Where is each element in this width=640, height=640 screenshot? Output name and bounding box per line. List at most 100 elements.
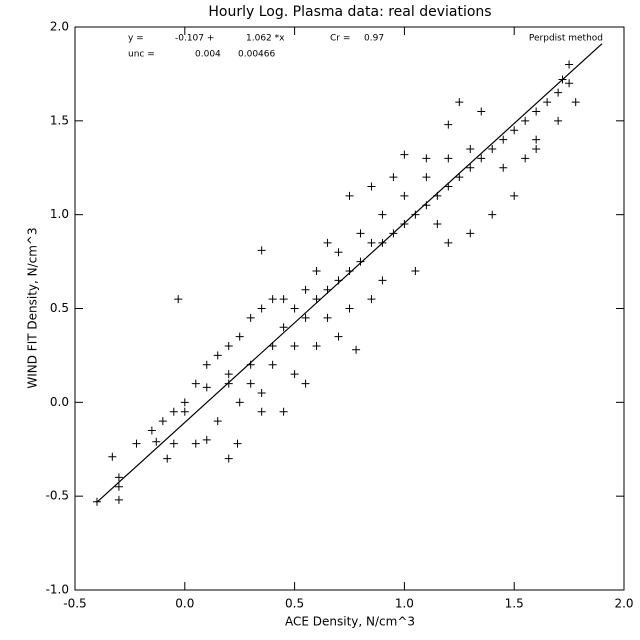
point	[499, 163, 508, 172]
point	[400, 150, 409, 159]
point	[180, 407, 189, 416]
point	[554, 88, 563, 97]
y-axis-label: WIND FIT Density, N/cm^3	[26, 227, 40, 388]
point	[224, 379, 233, 388]
point	[571, 98, 580, 107]
point	[180, 398, 189, 407]
point	[224, 370, 233, 379]
point	[466, 163, 475, 172]
annotation: Cr =	[330, 34, 350, 44]
point	[257, 407, 266, 416]
point	[290, 342, 299, 351]
point	[268, 360, 277, 369]
point	[400, 191, 409, 200]
point	[378, 276, 387, 285]
point	[532, 135, 541, 144]
point	[510, 126, 519, 135]
point	[532, 144, 541, 153]
point	[422, 154, 431, 163]
point	[444, 154, 453, 163]
annotation: 0.00466	[238, 50, 275, 60]
point	[378, 210, 387, 219]
point	[257, 246, 266, 255]
point	[499, 135, 508, 144]
point	[152, 437, 161, 446]
point	[466, 229, 475, 238]
x-tick-label: 1.5	[505, 597, 524, 611]
point	[202, 383, 211, 392]
point	[323, 238, 332, 247]
y-tick-label: -1.0	[46, 583, 69, 597]
x-tick-label: 2.0	[614, 597, 633, 611]
point	[191, 439, 200, 448]
y-tick-label: 2.0	[50, 20, 69, 34]
point	[352, 345, 361, 354]
point	[477, 154, 486, 163]
point	[158, 417, 167, 426]
point	[257, 304, 266, 313]
y-tick-label: 0.0	[50, 395, 69, 409]
point	[213, 351, 222, 360]
point	[132, 439, 141, 448]
point	[174, 295, 183, 304]
point	[400, 220, 409, 229]
point	[488, 210, 497, 219]
point	[521, 154, 530, 163]
point	[477, 107, 486, 116]
point	[301, 379, 310, 388]
point	[224, 454, 233, 463]
point	[279, 407, 288, 416]
point	[312, 295, 321, 304]
point	[301, 285, 310, 294]
point	[268, 295, 277, 304]
point	[389, 173, 398, 182]
point	[565, 60, 574, 69]
point	[114, 482, 123, 491]
point	[565, 79, 574, 88]
point	[367, 182, 376, 191]
annotation: -0.107 +	[175, 34, 214, 44]
point	[466, 144, 475, 153]
y-tick-label: 1.0	[50, 207, 69, 221]
point	[224, 342, 233, 351]
annotation: 0.004	[195, 50, 221, 60]
y-tick-label: -0.5	[46, 489, 69, 503]
point	[411, 210, 420, 219]
point	[345, 304, 354, 313]
point	[367, 295, 376, 304]
point	[257, 388, 266, 397]
annotation: Perpdist method	[529, 34, 603, 44]
y-tick-label: 0.5	[50, 301, 69, 315]
point	[455, 173, 464, 182]
point	[279, 295, 288, 304]
x-tick-label: -0.5	[63, 597, 86, 611]
point	[367, 238, 376, 247]
point	[334, 248, 343, 257]
point	[301, 313, 310, 322]
annotation: y =	[128, 34, 144, 44]
point	[191, 379, 200, 388]
y-tick-label: 1.5	[50, 113, 69, 127]
point	[279, 323, 288, 332]
point	[455, 98, 464, 107]
x-tick-label: 1.0	[395, 597, 414, 611]
point	[246, 313, 255, 322]
annotation: 1.062 *x	[246, 34, 285, 44]
fit-line	[96, 43, 603, 503]
annotation: 0.97	[364, 34, 384, 44]
point	[169, 407, 178, 416]
chart-title: Hourly Log. Plasma data: real deviations	[208, 4, 491, 20]
point	[323, 313, 332, 322]
point	[444, 120, 453, 129]
point	[290, 370, 299, 379]
point	[433, 220, 442, 229]
point	[246, 379, 255, 388]
x-tick-label: 0.5	[285, 597, 304, 611]
point	[510, 191, 519, 200]
point	[163, 454, 172, 463]
point	[202, 360, 211, 369]
point	[235, 332, 244, 341]
point	[543, 98, 552, 107]
point	[202, 435, 211, 444]
point	[554, 116, 563, 125]
